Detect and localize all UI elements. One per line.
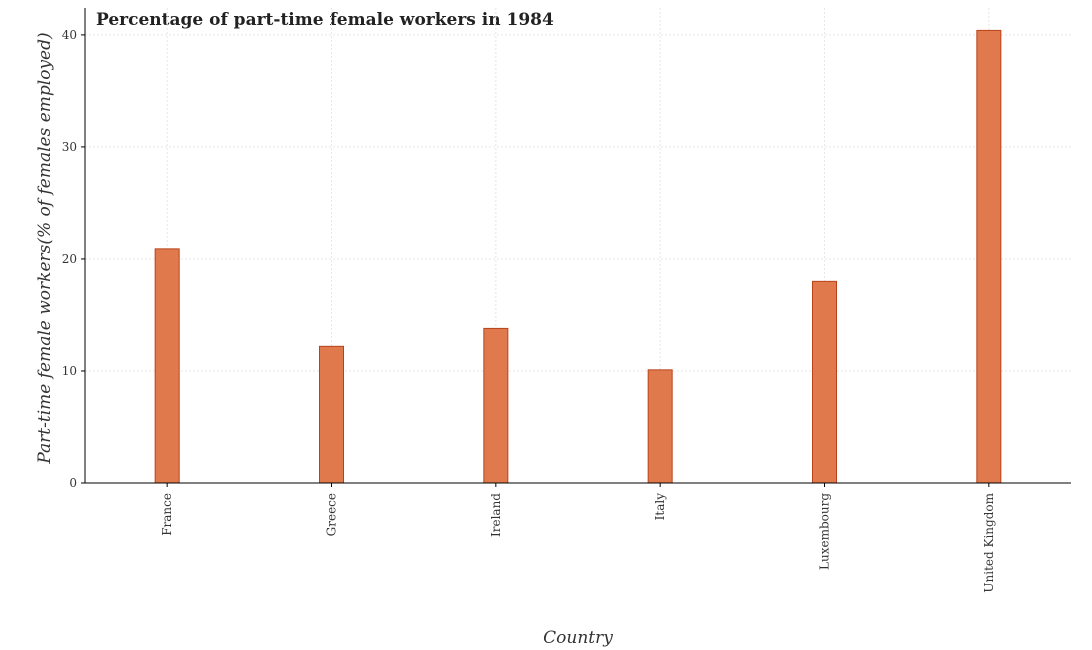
grid xyxy=(85,8,1071,484)
axes xyxy=(84,8,1071,484)
bar-france xyxy=(154,248,180,484)
bar-united-kingdom xyxy=(976,29,1002,484)
y-tick-labels: 0 10 20 30 40 xyxy=(62,28,85,490)
x-tick-label: France xyxy=(160,493,174,536)
bars xyxy=(154,29,1002,484)
x-tick-labels: France Greece Ireland Italy Luxembourg United… xyxy=(160,483,996,593)
x-axis-label: Country xyxy=(543,628,613,648)
x-tick-label: Luxembourg xyxy=(818,493,832,570)
y-tick-label: 40 xyxy=(62,28,77,42)
x-tick-label: United Kingdom xyxy=(982,492,996,592)
y-tick-label: 0 xyxy=(69,476,77,490)
bar-greece xyxy=(319,345,344,484)
bar-luxembourg xyxy=(812,280,837,484)
chart-title: Percentage of part-time female workers i… xyxy=(96,10,554,30)
y-tick-label: 20 xyxy=(62,252,77,266)
bar-ireland xyxy=(483,327,509,484)
y-axis-label: Part-time female workers(% of females em… xyxy=(35,32,55,464)
x-tick-label: Ireland xyxy=(489,493,503,537)
x-tick-label: Italy xyxy=(653,493,667,521)
x-tick-label: Greece xyxy=(325,493,339,536)
y-tick-label: 30 xyxy=(62,140,77,154)
bar-italy xyxy=(647,369,673,484)
y-tick-label: 10 xyxy=(62,364,77,378)
